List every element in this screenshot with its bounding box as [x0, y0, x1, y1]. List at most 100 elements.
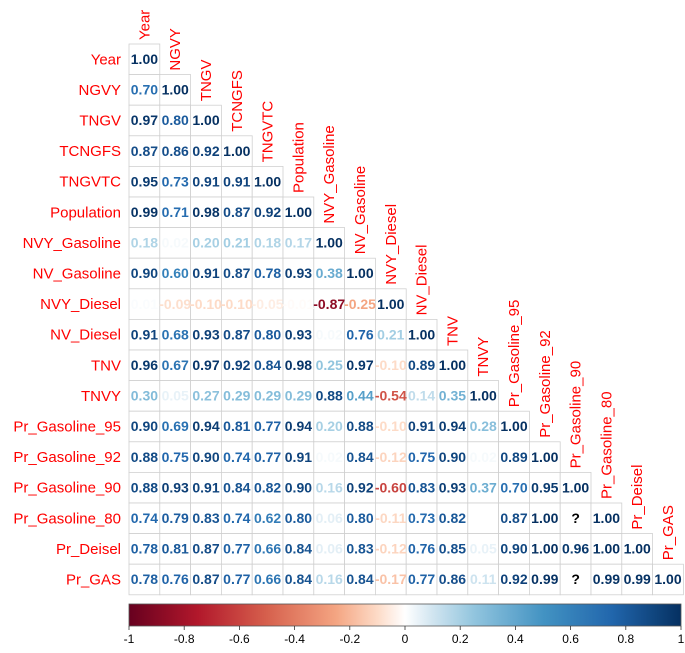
cell-value: 0.93 — [285, 265, 312, 281]
heatmap-cell — [128, 349, 161, 382]
heatmap-cell — [251, 318, 284, 351]
cell-value: 0.66 — [254, 571, 281, 587]
heatmap-cell — [559, 471, 592, 504]
heatmap-cell — [190, 563, 222, 596]
cell-value: -0.12 — [375, 449, 407, 465]
cell-value: 0.87 — [192, 571, 219, 587]
cell-value: -0.10 — [221, 296, 253, 312]
cell-value: 0.93 — [439, 479, 466, 495]
colorbar-tick-label: 0.8 — [617, 632, 634, 646]
heatmap-cell — [405, 563, 438, 596]
heatmap-cell — [220, 441, 253, 473]
cell-value: 0.81 — [162, 541, 189, 557]
cell-value: 0.84 — [285, 541, 312, 557]
heatmap-cell — [190, 471, 222, 504]
heatmap-cell — [220, 135, 253, 167]
cell-value: 0.44 — [346, 388, 373, 404]
heatmap-cell — [282, 380, 315, 412]
row-labels: Year NGVY TNGV TCNGFS TNGVTC Population NVY_Ga… — [13, 51, 121, 588]
cell-value: 0.94 — [285, 418, 312, 434]
heatmap-cell — [344, 563, 376, 596]
cell-value: -0.09 — [159, 296, 191, 312]
cell-value: -0.87 — [313, 296, 345, 312]
cell-value: 1.00 — [223, 143, 250, 159]
cell-value: -0.11 — [375, 510, 406, 526]
cell-value: 0.99 — [531, 571, 558, 587]
heatmap-cell — [190, 318, 222, 351]
heatmap-cell — [344, 318, 376, 351]
heatmap-cell — [159, 533, 192, 565]
cell-value: 0.83 — [408, 479, 435, 495]
heatmap-cell — [128, 196, 161, 229]
row-label: TNV — [91, 357, 121, 374]
cell-value: 1.00 — [439, 357, 466, 373]
heatmap-cell — [467, 380, 499, 412]
heatmap-cell — [374, 533, 407, 565]
cell-value: 0.30 — [131, 388, 158, 404]
heatmap-cell — [436, 349, 469, 382]
cell-value: 0.67 — [162, 357, 189, 373]
row-label: TNGVTC — [59, 174, 121, 191]
cell-value: 1.00 — [470, 388, 497, 404]
heatmap-cell — [190, 410, 222, 443]
cell-value: 0.37 — [470, 479, 497, 495]
heatmap-cell — [282, 288, 315, 320]
cell-value: -0.10 — [375, 418, 407, 434]
heatmap-cell — [529, 441, 561, 473]
heatmap-cell — [313, 563, 345, 596]
cell-value: 0.99 — [131, 204, 158, 220]
cell-value: 0.78 — [131, 571, 158, 587]
cell-value: 0.86 — [439, 571, 466, 587]
cell-value: 0.79 — [162, 510, 189, 526]
cell-value: 0.92 — [346, 479, 373, 495]
cell-value: 0.88 — [131, 479, 158, 495]
heatmap-cell — [220, 318, 253, 351]
cell-value: 0.25 — [316, 357, 343, 373]
cell-value: 0.77 — [223, 571, 250, 587]
cell-value: 1.00 — [162, 82, 189, 98]
cell-value: 0.02 — [470, 449, 497, 465]
cell-value: 0.99 — [593, 571, 620, 587]
correlation-values: 1.000.70 1.000.97 0.80 1.000.87 0.86 0.92 1.00… — [131, 51, 682, 587]
cell-value: 0.69 — [162, 418, 189, 434]
cell-value: 0.06 — [316, 510, 343, 526]
row-label: TNGV — [79, 112, 121, 129]
cell-value: 0.28 — [470, 418, 497, 434]
heatmap-cell — [436, 410, 469, 443]
heatmap-cell — [159, 135, 192, 167]
cell-value: 0.87 — [192, 541, 219, 557]
heatmap-cell — [436, 563, 469, 596]
heatmap-cell — [251, 196, 284, 229]
cell-value: 0.97 — [192, 357, 219, 373]
colorbar-tick-label: 0.6 — [562, 632, 579, 646]
cell-value: 0.92 — [192, 143, 219, 159]
heatmap-cell — [128, 257, 161, 290]
cell-value: 0.16 — [316, 571, 343, 587]
colorbar-tick-label: -0.6 — [229, 632, 250, 646]
row-label: Pr_Gasoline_92 — [13, 449, 121, 466]
cell-value: 0.02 — [316, 326, 343, 342]
heatmap-cell — [282, 318, 315, 351]
cell-value: 0.77 — [254, 418, 281, 434]
heatmap-cell — [529, 471, 561, 504]
cell-value: 0.66 — [254, 541, 281, 557]
heatmap-cell — [190, 196, 222, 229]
cell-value: 1.00 — [377, 296, 404, 312]
cell-value: -0.25 — [344, 296, 376, 312]
heatmap-cell — [128, 380, 161, 412]
column-label: Pr_GAS — [660, 505, 677, 560]
cell-value: 0.83 — [346, 541, 373, 557]
cell-value: 0.20 — [192, 235, 219, 251]
cell-value: 1.00 — [192, 112, 219, 128]
cell-value: 0.77 — [254, 449, 281, 465]
cell-value: -0.01 — [282, 296, 314, 312]
heatmap-cell — [313, 441, 345, 473]
heatmap-cell — [374, 563, 407, 596]
heatmap-cell — [282, 227, 315, 259]
cell-value: 1.00 — [346, 265, 373, 281]
row-label: NVY_Diesel — [40, 296, 121, 313]
heatmap-cell — [220, 196, 253, 229]
cell-value: 0.84 — [346, 449, 373, 465]
cell-value: 0.73 — [408, 510, 435, 526]
cell-value: 0.29 — [223, 388, 250, 404]
